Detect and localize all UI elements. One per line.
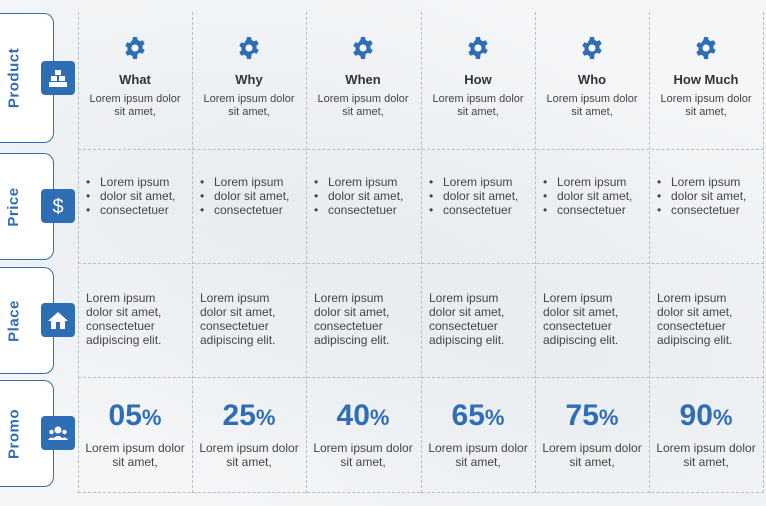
blocks-icon bbox=[41, 61, 75, 95]
price-cell: Lorem ipsum dolor sit amet, consectetuer bbox=[192, 175, 306, 263]
promo-cell: 65% Lorem ipsum dolor sit amet, bbox=[421, 377, 535, 492]
promo-percentage: 40% bbox=[336, 399, 390, 432]
price-bullet: consectetuer bbox=[314, 203, 420, 217]
promo-percentage: 90% bbox=[679, 399, 733, 432]
price-bullet: dolor sit amet, bbox=[314, 189, 420, 203]
gear-icon bbox=[125, 37, 145, 59]
place-text: Lorem ipsum dolor sit amet, consectetuer… bbox=[200, 291, 276, 347]
product-text: Lorem ipsum dolor sit amet, bbox=[203, 93, 295, 118]
price-cell: Lorem ipsum dolor sit amet, consectetuer bbox=[649, 175, 763, 263]
product-cell: Who Lorem ipsum dolor sit amet, bbox=[535, 12, 649, 149]
promo-percentage: 05% bbox=[108, 399, 162, 432]
row-label-text: Product bbox=[5, 47, 23, 109]
price-bullet: Lorem ipsum bbox=[314, 175, 420, 189]
price-bullet: dolor sit amet, bbox=[543, 189, 649, 203]
column-title: Who bbox=[577, 72, 607, 87]
gear-icon bbox=[582, 37, 602, 59]
price-bullet: consectetuer bbox=[543, 203, 649, 217]
column-title: How Much bbox=[673, 72, 739, 87]
place-cell: Lorem ipsum dolor sit amet, consectetuer… bbox=[421, 291, 535, 377]
price-bullet: dolor sit amet, bbox=[86, 189, 192, 203]
promo-cell: 40% Lorem ipsum dolor sit amet, bbox=[306, 377, 420, 492]
promo-percentage: 75% bbox=[565, 399, 619, 432]
place-cell: Lorem ipsum dolor sit amet, consectetuer… bbox=[306, 291, 420, 377]
price-bullet: consectetuer bbox=[657, 203, 763, 217]
promo-cell: 75% Lorem ipsum dolor sit amet, bbox=[535, 377, 649, 492]
column-title: When bbox=[345, 72, 381, 87]
place-text: Lorem ipsum dolor sit amet, consectetuer… bbox=[314, 291, 390, 347]
price-bullet: consectetuer bbox=[200, 203, 306, 217]
column-title: Why bbox=[235, 72, 263, 87]
product-text: Lorem ipsum dolor sit amet, bbox=[660, 93, 752, 118]
gear-icon bbox=[239, 37, 259, 59]
price-bullet: Lorem ipsum bbox=[86, 175, 192, 189]
dollar-icon: $ bbox=[41, 189, 75, 223]
people-badge-icon bbox=[41, 416, 75, 450]
place-cell: Lorem ipsum dolor sit amet, consectetuer… bbox=[535, 291, 649, 377]
price-cell: Lorem ipsum dolor sit amet, consectetuer bbox=[78, 175, 192, 263]
place-cell: Lorem ipsum dolor sit amet, consectetuer… bbox=[192, 291, 306, 377]
price-bullet: consectetuer bbox=[86, 203, 192, 217]
gear-icon bbox=[353, 37, 373, 59]
product-cell: Why Lorem ipsum dolor sit amet, bbox=[192, 12, 306, 149]
row-label-text: Place bbox=[5, 299, 23, 342]
gear-icon bbox=[468, 37, 488, 59]
place-text: Lorem ipsum dolor sit amet, consectetuer… bbox=[429, 291, 505, 347]
promo-text: Lorem ipsum dolor sit amet, bbox=[313, 441, 413, 469]
price-bullet: dolor sit amet, bbox=[200, 189, 306, 203]
promo-percentage: 65% bbox=[451, 399, 505, 432]
promo-text: Lorem ipsum dolor sit amet, bbox=[542, 441, 642, 469]
promo-cell: 25% Lorem ipsum dolor sit amet, bbox=[192, 377, 306, 492]
place-text: Lorem ipsum dolor sit amet, consectetuer… bbox=[657, 291, 733, 347]
product-text: Lorem ipsum dolor sit amet, bbox=[89, 93, 181, 118]
price-bullet: Lorem ipsum bbox=[200, 175, 306, 189]
price-cell: Lorem ipsum dolor sit amet, consectetuer bbox=[535, 175, 649, 263]
promo-text: Lorem ipsum dolor sit amet, bbox=[656, 441, 756, 469]
column-title: How bbox=[464, 72, 492, 87]
product-text: Lorem ipsum dolor sit amet, bbox=[432, 93, 524, 118]
price-cell: Lorem ipsum dolor sit amet, consectetuer bbox=[421, 175, 535, 263]
promo-text: Lorem ipsum dolor sit amet, bbox=[428, 441, 528, 469]
promo-cell: 90% Lorem ipsum dolor sit amet, bbox=[649, 377, 763, 492]
price-bullet: dolor sit amet, bbox=[657, 189, 763, 203]
price-bullet: Lorem ipsum bbox=[543, 175, 649, 189]
price-bullet: consectetuer bbox=[429, 203, 535, 217]
row-label-text: Promo bbox=[5, 408, 23, 459]
product-cell: How Lorem ipsum dolor sit amet, bbox=[421, 12, 535, 149]
product-text: Lorem ipsum dolor sit amet, bbox=[317, 93, 409, 118]
price-bullet: Lorem ipsum bbox=[657, 175, 763, 189]
matrix-grid: What Lorem ipsum dolor sit amet, Lorem i… bbox=[78, 12, 764, 493]
place-cell: Lorem ipsum dolor sit amet, consectetuer… bbox=[78, 291, 192, 377]
gear-icon bbox=[696, 37, 716, 59]
home-icon bbox=[41, 303, 75, 337]
place-text: Lorem ipsum dolor sit amet, consectetuer… bbox=[86, 291, 162, 347]
price-cell: Lorem ipsum dolor sit amet, consectetuer bbox=[306, 175, 420, 263]
price-bullet: dolor sit amet, bbox=[429, 189, 535, 203]
price-bullet: Lorem ipsum bbox=[429, 175, 535, 189]
product-cell: What Lorem ipsum dolor sit amet, bbox=[78, 12, 192, 149]
place-cell: Lorem ipsum dolor sit amet, consectetuer… bbox=[649, 291, 763, 377]
svg-text:$: $ bbox=[52, 196, 63, 217]
promo-percentage: 25% bbox=[222, 399, 276, 432]
promo-text: Lorem ipsum dolor sit amet, bbox=[199, 441, 299, 469]
row-label-text: Price bbox=[5, 186, 23, 227]
product-cell: How Much Lorem ipsum dolor sit amet, bbox=[649, 12, 763, 149]
column-title: What bbox=[119, 72, 151, 87]
promo-text: Lorem ipsum dolor sit amet, bbox=[85, 441, 185, 469]
product-text: Lorem ipsum dolor sit amet, bbox=[546, 93, 638, 118]
place-text: Lorem ipsum dolor sit amet, consectetuer… bbox=[543, 291, 619, 347]
product-cell: When Lorem ipsum dolor sit amet, bbox=[306, 12, 420, 149]
promo-cell: 05% Lorem ipsum dolor sit amet, bbox=[78, 377, 192, 492]
